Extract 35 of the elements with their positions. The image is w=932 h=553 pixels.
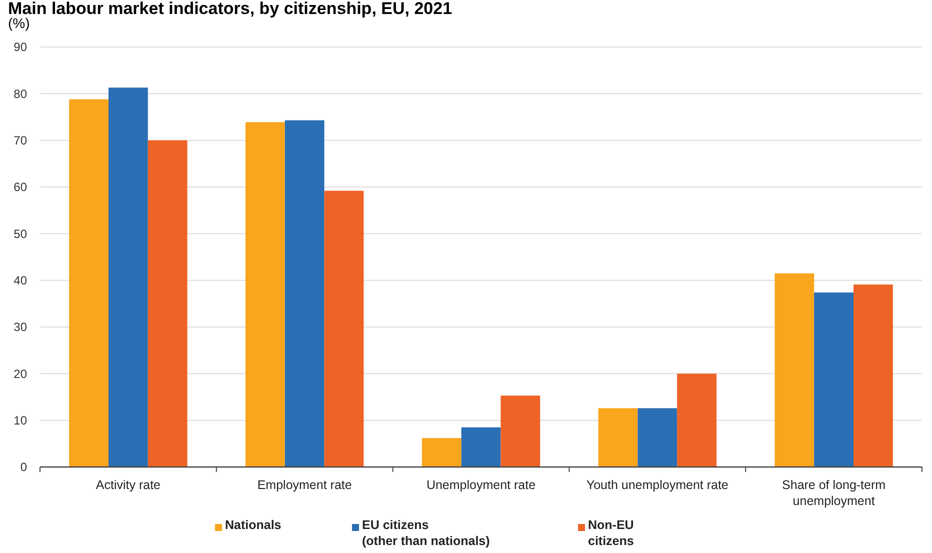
y-tick-label: 0 [20, 460, 28, 474]
x-tick-label: Activity rate [96, 478, 161, 492]
chart-title: Main labour market indicators, by citizenship, EU, 2021 [8, 0, 452, 18]
y-tick-label: 80 [14, 86, 28, 101]
bar [324, 190, 364, 467]
bar [598, 408, 638, 467]
y-tick-label: 10 [14, 414, 28, 428]
bar [69, 99, 108, 467]
bar [246, 122, 285, 467]
bar [677, 374, 716, 467]
y-tick-label: 90 [14, 40, 28, 54]
legend-label: EU citizens (other than nationals) [362, 518, 490, 548]
x-tick-label: Youth unemployment rate [586, 478, 728, 492]
bar [854, 284, 893, 467]
x-tick-label: Employment rate [257, 478, 352, 492]
y-tick-label: 40 [14, 274, 28, 288]
bar [500, 396, 540, 467]
bar [422, 438, 462, 467]
x-tick-label: Share of long-term unemployment [782, 478, 886, 508]
bar [638, 408, 678, 467]
x-tick-label: Unemployment rate [426, 478, 536, 492]
y-tick-label: 50 [14, 226, 28, 241]
legend-label: Non-EU citizens [588, 518, 634, 548]
bar [814, 292, 854, 467]
y-tick-label: 20 [14, 366, 28, 381]
y-tick-label: 60 [14, 180, 28, 194]
y-tick-label: 70 [14, 134, 28, 148]
bar [774, 273, 814, 467]
bar [284, 120, 324, 467]
legend-label: Nationals [225, 518, 282, 532]
y-axis-title: (%) [8, 15, 30, 31]
bar [148, 140, 188, 467]
y-tick-label: 30 [14, 320, 28, 334]
bar [108, 88, 148, 467]
bar [461, 427, 501, 467]
